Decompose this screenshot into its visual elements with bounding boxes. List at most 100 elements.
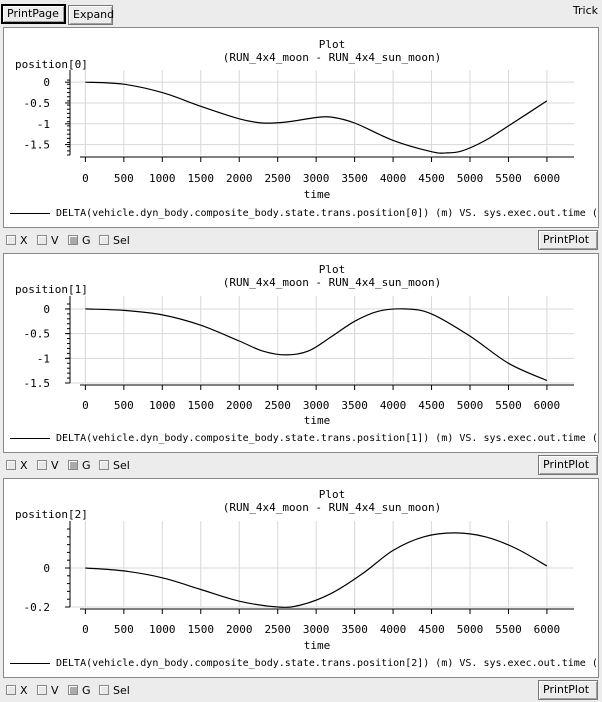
- plot-subtitle: (RUN_4x4_moon - RUN_4x4_sun_moon): [223, 51, 442, 64]
- checkbox-label: V: [51, 234, 59, 247]
- x-tick-label: 6000: [534, 623, 561, 636]
- plot-panel-1: 0 500 1000 1500 2000 2500 3000 3500 4000 4500 5000…: [3, 253, 599, 453]
- plot-canvas-2[interactable]: 0 500 1000 1500 2000 2500 3000 3500 4000 4500 5000…: [4, 479, 598, 657]
- x-axis-label: time: [304, 414, 331, 427]
- plot-subtitle: (RUN_4x4_moon - RUN_4x4_sun_moon): [223, 501, 442, 514]
- x-tick-label: 1500: [188, 623, 215, 636]
- plot-controls-1: X V G Sel PrintPlot: [0, 453, 602, 477]
- checkbox-label: V: [51, 459, 59, 472]
- x-tick-label: 500: [114, 172, 134, 185]
- plot-title: Plot: [319, 488, 346, 501]
- plot-canvas-1[interactable]: 0 500 1000 1500 2000 2500 3000 3500 4000 4500 5000…: [4, 254, 598, 432]
- x-tick-label: 5500: [495, 623, 522, 636]
- x-tick-label: 2500: [264, 172, 291, 185]
- checkbox-sel[interactable]: Sel: [99, 684, 130, 697]
- checkbox-box[interactable]: [37, 685, 47, 695]
- checkbox-x[interactable]: X: [6, 684, 28, 697]
- plot-grid: 0 500 1000 1500 2000 2500 3000 3500 4000 4500 5000…: [24, 521, 574, 636]
- checkbox-label: Sel: [113, 684, 130, 697]
- checkbox-label: Sel: [113, 234, 130, 247]
- checkbox-box[interactable]: [99, 685, 109, 695]
- checkbox-box[interactable]: [99, 235, 109, 245]
- x-tick-label: 0: [82, 399, 89, 412]
- y-tick-label: -1.5: [24, 139, 51, 152]
- x-tick-label: 4500: [418, 172, 445, 185]
- x-tick-label: 5000: [457, 172, 484, 185]
- checkbox-g[interactable]: G: [68, 684, 91, 697]
- checkbox-label: G: [82, 234, 91, 247]
- plot-controls-0: X V G Sel PrintPlot: [0, 228, 602, 252]
- x-tick-label: 4500: [418, 623, 445, 636]
- checkbox-box[interactable]: [6, 460, 16, 470]
- checkbox-label: G: [82, 459, 91, 472]
- x-tick-label: 2000: [226, 399, 253, 412]
- y-tick-label: -0.2: [24, 601, 51, 614]
- x-tick-label: 4000: [380, 172, 407, 185]
- x-tick-label: 5000: [457, 623, 484, 636]
- checkbox-sel[interactable]: Sel: [99, 459, 130, 472]
- series-line: [85, 532, 548, 608]
- checkbox-label: V: [51, 684, 59, 697]
- legend-line-swatch: [10, 212, 50, 214]
- x-tick-label: 3500: [341, 623, 368, 636]
- plot-canvas-0[interactable]: 0 500 1000 1500 2000 2500 3000 3500 4000 4500 5000…: [4, 28, 598, 206]
- x-axis-label: time: [304, 188, 331, 201]
- series-line: [85, 81, 548, 154]
- x-tick-label: 3000: [303, 172, 330, 185]
- x-tick-label: 4500: [418, 399, 445, 412]
- checkbox-v[interactable]: V: [37, 684, 59, 697]
- x-tick-label: 6000: [534, 399, 561, 412]
- x-tick-label: 500: [114, 399, 134, 412]
- checkbox-v[interactable]: V: [37, 459, 59, 472]
- checkbox-box[interactable]: [68, 460, 78, 470]
- checkbox-box[interactable]: [37, 235, 47, 245]
- print-plot-button[interactable]: PrintPlot: [538, 230, 598, 250]
- checkbox-box[interactable]: [6, 235, 16, 245]
- legend-label: DELTA(vehicle.dyn_body.composite_body.st…: [56, 433, 596, 444]
- x-axis-label: time: [304, 639, 331, 652]
- x-tick-label: 2500: [264, 399, 291, 412]
- checkbox-box[interactable]: [6, 685, 16, 695]
- checkbox-box[interactable]: [99, 460, 109, 470]
- print-page-button[interactable]: PrintPage: [1, 4, 66, 24]
- plot-title: Plot: [319, 263, 346, 276]
- x-tick-label: 3500: [341, 399, 368, 412]
- legend-label: DELTA(vehicle.dyn_body.composite_body.st…: [56, 208, 596, 219]
- checkbox-v[interactable]: V: [37, 234, 59, 247]
- x-tick-label: 4000: [380, 623, 407, 636]
- checkbox-label: X: [20, 459, 28, 472]
- x-tick-label: 2000: [226, 172, 253, 185]
- print-plot-button[interactable]: PrintPlot: [538, 455, 598, 475]
- x-tick-label: 1000: [149, 172, 176, 185]
- x-tick-label: 1000: [149, 623, 176, 636]
- legend-line-swatch: [10, 437, 50, 439]
- plot-legend: DELTA(vehicle.dyn_body.composite_body.st…: [10, 433, 596, 444]
- checkbox-x[interactable]: X: [6, 459, 28, 472]
- plot-legend: DELTA(vehicle.dyn_body.composite_body.st…: [10, 208, 596, 219]
- y-axis-label: position[2]: [15, 508, 88, 521]
- x-tick-label: 500: [114, 623, 134, 636]
- x-tick-label: 1000: [149, 399, 176, 412]
- x-tick-label: 3000: [303, 399, 330, 412]
- x-tick-label: 1500: [188, 172, 215, 185]
- legend-line-swatch: [10, 662, 50, 664]
- checkbox-sel[interactable]: Sel: [99, 234, 130, 247]
- y-axis-label: position[1]: [15, 283, 88, 296]
- y-tick-label: 0: [43, 76, 50, 89]
- checkbox-g[interactable]: G: [68, 234, 91, 247]
- checkbox-label: X: [20, 234, 28, 247]
- checkbox-g[interactable]: G: [68, 459, 91, 472]
- legend-label: DELTA(vehicle.dyn_body.composite_body.st…: [56, 658, 596, 669]
- y-tick-label: -1: [37, 118, 50, 131]
- plot-controls-2: X V G Sel PrintPlot: [0, 678, 602, 702]
- x-tick-label: 2000: [226, 623, 253, 636]
- print-plot-button[interactable]: PrintPlot: [538, 680, 598, 700]
- expand-button[interactable]: Expand: [68, 5, 114, 25]
- checkbox-x[interactable]: X: [6, 234, 28, 247]
- checkbox-box[interactable]: [37, 460, 47, 470]
- checkbox-box[interactable]: [68, 685, 78, 695]
- y-tick-label: 0: [43, 562, 50, 575]
- y-tick-label: -0.5: [24, 328, 51, 341]
- y-tick-label: 0: [43, 303, 50, 316]
- checkbox-box[interactable]: [68, 235, 78, 245]
